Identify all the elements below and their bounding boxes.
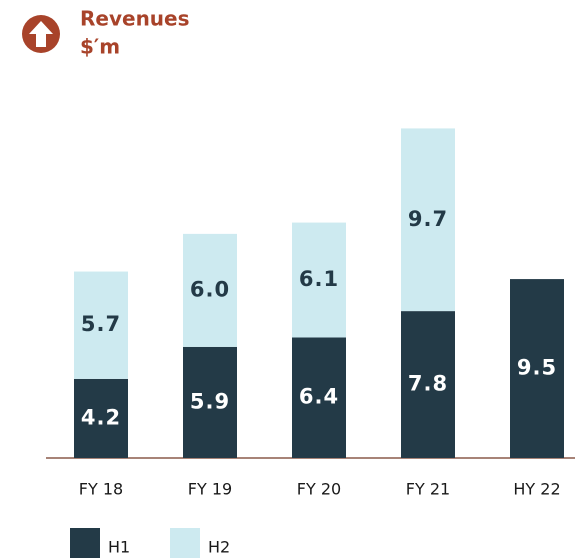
- title-icon: [22, 15, 60, 53]
- value-label: 6.4: [299, 385, 339, 409]
- bar-segment: [292, 337, 346, 458]
- legend-label: H1: [108, 538, 130, 557]
- bar-segment: [292, 222, 346, 338]
- bar-segment: [183, 346, 237, 458]
- x-tick-label: FY 18: [79, 480, 123, 499]
- value-label: 4.2: [81, 405, 121, 429]
- legend-swatch: [70, 528, 100, 558]
- x-tick-label: FY 20: [297, 480, 341, 499]
- value-label: 5.9: [190, 389, 230, 413]
- value-label: 9.7: [408, 207, 448, 231]
- value-label: 5.7: [81, 312, 121, 336]
- x-tick-label: FY 21: [406, 480, 450, 499]
- legend-label: H2: [208, 538, 230, 557]
- value-label: 6.1: [299, 267, 339, 291]
- value-label: 6.0: [190, 277, 230, 301]
- chart-subtitle: $′m: [80, 35, 120, 59]
- bar-segment: [74, 378, 128, 458]
- legend-swatch: [170, 528, 200, 558]
- bar-segment: [74, 271, 128, 379]
- value-label: 9.5: [517, 356, 557, 380]
- x-tick-label: FY 19: [188, 480, 232, 499]
- chart-title: Revenues: [80, 7, 190, 31]
- bar-segment: [401, 311, 455, 458]
- bar-segment: [183, 233, 237, 347]
- bar-segment: [510, 279, 564, 458]
- value-label: 7.8: [408, 372, 448, 396]
- x-tick-label: HY 22: [513, 480, 560, 499]
- bar-segment: [401, 128, 455, 312]
